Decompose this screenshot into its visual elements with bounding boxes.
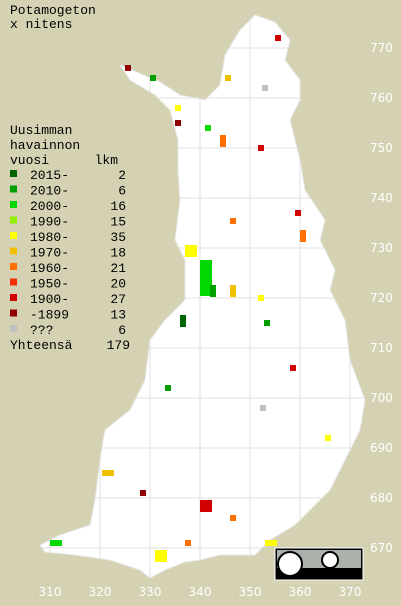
legend-count: 27 — [110, 292, 126, 307]
grid-label: 760 — [370, 91, 393, 105]
grid-label: 310 — [39, 585, 62, 599]
legend-label: 1970- — [30, 246, 69, 261]
legend-label: 2000- — [30, 199, 69, 214]
legend-count: 6 — [118, 323, 126, 338]
legend-label: -1899 — [30, 308, 69, 323]
legend-count: 2 — [118, 168, 126, 183]
total: 179 — [107, 338, 130, 353]
grid-label: 700 — [370, 391, 393, 405]
legend-swatch — [10, 232, 17, 239]
legend-swatch — [10, 247, 17, 255]
legend-swatch — [10, 185, 17, 193]
grid-label: 750 — [370, 141, 393, 155]
legend-label: 1980- — [30, 230, 69, 245]
legend-heading: vuosi — [10, 153, 49, 168]
count-heading: lkm — [95, 153, 119, 168]
grid-label: 730 — [370, 241, 393, 255]
title: x nitens — [10, 17, 72, 32]
legend-heading: havainnon — [10, 138, 80, 153]
grid-label: 670 — [370, 541, 393, 555]
legend-count: 15 — [110, 215, 126, 230]
legend-count: 18 — [110, 246, 126, 261]
observations — [50, 35, 331, 562]
legend-swatch — [10, 216, 17, 224]
legend-count: 21 — [110, 261, 126, 276]
legend-swatch — [10, 201, 17, 208]
total-label: Yhteensä — [10, 338, 73, 353]
legend-swatch — [10, 170, 17, 177]
legend-count: 13 — [110, 308, 126, 323]
legend-swatch — [10, 263, 17, 270]
grid-label: 370 — [339, 585, 362, 599]
grid-label: 690 — [370, 441, 393, 455]
legend-label: 1960- — [30, 261, 69, 276]
grid-label: 340 — [189, 585, 212, 599]
grid-label: 740 — [370, 191, 393, 205]
legend-count: 6 — [118, 184, 126, 199]
legend-label: ??? — [30, 323, 53, 338]
legend-label: 2010- — [30, 184, 69, 199]
finland-outline — [39, 14, 366, 579]
grid-label: 680 — [370, 491, 393, 505]
grid-label: 710 — [370, 341, 393, 355]
legend-count: 16 — [110, 199, 126, 214]
grid-label: 360 — [289, 585, 312, 599]
legend-label: 1990- — [30, 215, 69, 230]
grid-label: 350 — [239, 585, 262, 599]
legend-label: 1950- — [30, 277, 69, 292]
legend-count: 35 — [110, 230, 126, 245]
legend-count: 20 — [110, 277, 126, 292]
grid-label: 330 — [139, 585, 162, 599]
legend-label: 2015- — [30, 168, 69, 183]
grid-label: 770 — [370, 41, 393, 55]
legend-heading: Uusimman — [10, 123, 72, 138]
legend-swatch — [10, 325, 17, 332]
grid-label: 320 — [89, 585, 112, 599]
legend-swatch — [10, 309, 17, 317]
legend-label: 1900- — [30, 292, 69, 307]
license-badge — [274, 547, 364, 581]
grid-label: 720 — [370, 291, 393, 305]
legend-swatch — [10, 294, 17, 301]
legend-swatch — [10, 278, 17, 286]
title: Potamogeton — [10, 3, 96, 18]
